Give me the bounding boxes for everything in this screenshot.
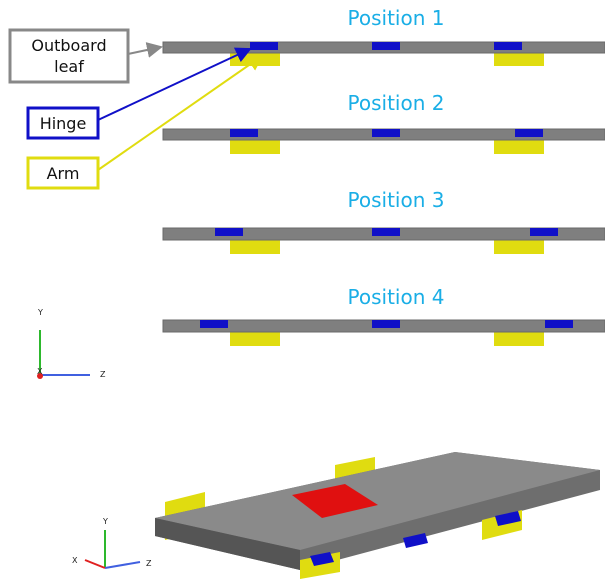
axis-label: Y — [37, 308, 43, 317]
axis-label: X — [37, 367, 43, 376]
leaf-assembly — [163, 129, 605, 154]
leaf-assembly — [163, 42, 605, 66]
axis-label: X — [72, 556, 78, 565]
callout-label: Outboard — [31, 36, 106, 55]
position-title: Position 1 — [348, 6, 445, 30]
callout-label: Hinge — [40, 114, 87, 133]
position-title: Position 3 — [348, 188, 445, 212]
callout-label: leaf — [54, 57, 84, 76]
position-title: Position 2 — [348, 91, 445, 115]
axis-triad: Y X Z — [72, 517, 152, 568]
position-title: Position 4 — [348, 285, 445, 309]
diagram: Position 1 Position 2 Position 3 Positio… — [0, 0, 605, 579]
callout-arrow — [128, 47, 161, 54]
axis-label: Z — [100, 370, 106, 379]
leaf-assembly — [163, 228, 605, 254]
leaf-assembly — [163, 320, 605, 346]
axis-label: Z — [146, 559, 152, 568]
axis-label: Y — [102, 517, 108, 526]
isometric-view — [155, 452, 600, 579]
callout-label: Arm — [47, 164, 80, 183]
axis-triad: Y X Z — [37, 308, 106, 379]
